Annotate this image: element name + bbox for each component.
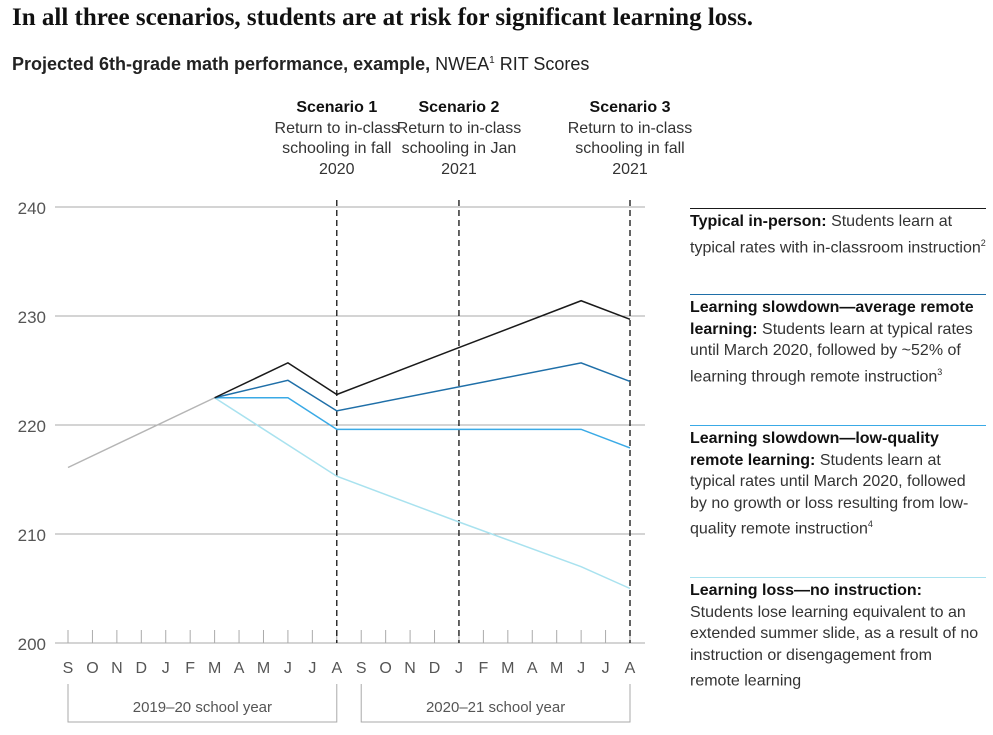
x-tick-label: A	[527, 660, 538, 677]
x-tick-label: J	[162, 660, 170, 677]
x-tick-label: J	[284, 660, 292, 677]
footnote-marker: 1	[489, 55, 495, 66]
x-tick-label: D	[136, 660, 148, 677]
x-tick-label: N	[111, 660, 123, 677]
x-tick-label: A	[625, 660, 636, 677]
x-tick-label: A	[331, 660, 342, 677]
x-tick-label: N	[404, 660, 416, 677]
x-tick-label: J	[308, 660, 316, 677]
chart-title: In all three scenarios, students are at …	[12, 4, 753, 31]
x-tick-label: S	[63, 660, 74, 677]
legend-text: Students learn at typical rates until Ma…	[690, 451, 969, 538]
baseline-line	[67, 397, 215, 469]
y-tick-label: 200	[18, 635, 46, 654]
scenario-label: Scenario 1 Return to in-class schooling i…	[272, 98, 402, 180]
x-tick-label: M	[550, 660, 563, 677]
x-tick-label: O	[379, 660, 391, 677]
x-tick-label: F	[185, 660, 195, 677]
legend-title: Learning loss—no instruction:	[690, 582, 923, 599]
scenario-name: Scenario 1	[296, 99, 378, 116]
y-tick-label: 230	[18, 308, 46, 327]
scenario-description: Return to in-class schooling in Jan 2021	[396, 119, 522, 178]
school-year-bracket	[360, 684, 631, 723]
legend-title: Learning slowdown—low-quality remote lea…	[690, 430, 939, 469]
legend-text: Students learn at typical rates until Ma…	[690, 320, 973, 385]
x-tick-label: D	[429, 660, 441, 677]
x-tick-label: O	[86, 660, 98, 677]
x-tick-label: M	[257, 660, 270, 677]
scenario-label: Scenario 3 Return to in-class schooling i…	[565, 98, 695, 180]
school-year-label: 2020–21 school year	[426, 699, 565, 716]
x-tick-label: M	[501, 660, 514, 677]
series-line	[214, 397, 631, 449]
x-tick-label: J	[577, 660, 585, 677]
y-tick-label: 220	[18, 417, 46, 436]
school-year-label: 2019–20 school year	[133, 699, 272, 716]
legend-text: Students learn at typical rates with in-…	[690, 213, 981, 256]
series-line	[214, 362, 631, 412]
x-tick-label: M	[208, 660, 221, 677]
legend-text: Students lose learning equivalent to an …	[690, 603, 979, 690]
scenario-description: Return to in-class schooling in fall 202…	[567, 119, 693, 178]
scenario-description: Return to in-class schooling in fall 202…	[274, 119, 400, 178]
school-year-bracket	[67, 684, 338, 723]
footnote-marker: 3	[937, 366, 943, 377]
x-tick-label: J	[602, 660, 610, 677]
subtitle-bold: Projected 6th-grade math performance, ex…	[12, 54, 431, 74]
y-tick-label: 210	[18, 526, 46, 545]
subtitle-source: NWEA	[435, 54, 490, 74]
scenario-name: Scenario 3	[589, 99, 671, 116]
x-tick-label: J	[455, 660, 463, 677]
series-line	[214, 299, 631, 399]
y-tick-label: 240	[18, 199, 46, 218]
legend-item: Learning slowdown—low-quality remote lea…	[690, 425, 986, 540]
scenario-name: Scenario 2	[418, 99, 500, 116]
legend-item: Typical in-person: Students learn at typ…	[690, 208, 986, 258]
x-tick-label: S	[356, 660, 367, 677]
legend-title: Typical in-person:	[690, 213, 827, 230]
chart-subtitle: Projected 6th-grade math performance, ex…	[12, 54, 589, 75]
legend-item: Learning loss—no instruction: Students l…	[690, 577, 986, 692]
scenario-label: Scenario 2 Return to in-class schooling i…	[394, 98, 524, 180]
footnote-marker: 2	[980, 237, 986, 248]
legend-title: Learning slowdown—average remote learnin…	[690, 299, 974, 338]
series-line	[214, 397, 631, 590]
x-tick-label: A	[234, 660, 245, 677]
footnote-marker: 4	[867, 519, 873, 529]
x-tick-label: F	[479, 660, 489, 677]
subtitle-unit: RIT Scores	[499, 54, 590, 74]
legend-item: Learning slowdown—average remote learnin…	[690, 294, 986, 387]
